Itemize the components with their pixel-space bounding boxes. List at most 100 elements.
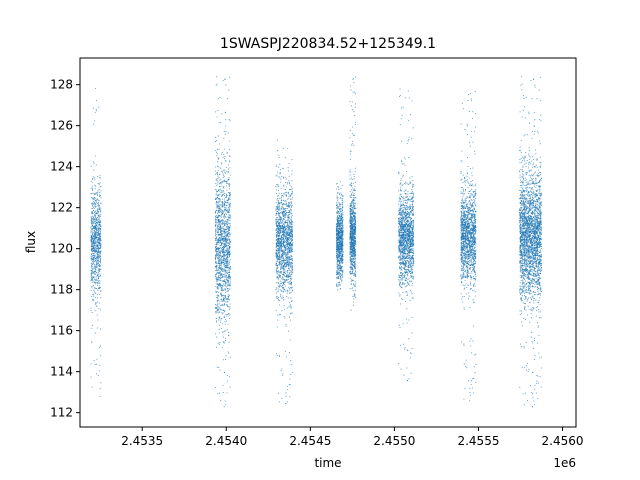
data-point xyxy=(94,250,96,252)
data-point xyxy=(228,207,230,209)
data-point xyxy=(93,236,95,238)
data-point xyxy=(217,272,219,274)
data-point xyxy=(278,241,281,243)
data-point xyxy=(96,252,98,254)
data-point xyxy=(335,227,337,229)
data-point xyxy=(220,264,223,266)
data-point xyxy=(339,238,341,240)
data-point xyxy=(218,215,221,217)
data-point xyxy=(275,254,278,256)
data-point xyxy=(229,303,231,305)
data-point xyxy=(340,216,342,218)
data-point xyxy=(219,183,221,185)
data-point xyxy=(282,249,284,251)
data-point xyxy=(91,258,94,260)
data-point xyxy=(278,198,280,200)
data-point xyxy=(287,212,289,214)
data-point xyxy=(228,204,230,206)
data-point xyxy=(228,271,230,273)
data-point xyxy=(289,396,291,398)
data-point xyxy=(289,339,291,341)
data-point xyxy=(336,271,338,273)
data-point xyxy=(217,165,219,167)
data-point xyxy=(225,271,227,274)
data-point xyxy=(336,258,338,260)
data-point xyxy=(99,282,101,284)
data-point xyxy=(229,258,231,260)
data-point xyxy=(290,202,292,204)
data-point xyxy=(216,76,218,78)
data-point xyxy=(91,250,93,252)
data-point xyxy=(227,224,229,226)
data-point xyxy=(339,204,341,206)
data-point xyxy=(335,255,338,257)
data-point xyxy=(227,270,229,272)
data-point xyxy=(289,229,291,231)
data-point xyxy=(291,246,293,248)
data-point xyxy=(276,250,278,252)
data-point xyxy=(279,271,282,273)
data-point xyxy=(342,220,344,222)
data-point xyxy=(335,235,337,237)
data-point xyxy=(286,262,288,264)
data-point xyxy=(283,299,285,301)
data-point xyxy=(284,157,286,159)
data-point xyxy=(282,250,284,252)
data-point xyxy=(225,286,227,288)
data-point xyxy=(287,181,289,184)
data-point xyxy=(224,212,226,214)
data-point xyxy=(287,297,289,299)
data-point xyxy=(215,270,217,272)
data-point xyxy=(218,276,220,278)
data-point xyxy=(218,288,220,290)
data-point xyxy=(223,297,225,299)
data-point xyxy=(91,295,93,297)
data-point xyxy=(338,253,340,255)
data-point xyxy=(277,259,279,261)
data-point xyxy=(222,171,224,173)
data-point xyxy=(96,265,98,267)
data-point xyxy=(218,308,220,310)
data-point xyxy=(279,283,281,285)
data-point xyxy=(351,193,353,195)
data-point xyxy=(222,210,224,212)
data-point xyxy=(287,274,289,276)
data-point xyxy=(286,229,288,231)
data-point xyxy=(286,247,288,250)
data-point xyxy=(284,289,286,291)
data-point xyxy=(100,259,102,261)
data-point xyxy=(275,292,278,294)
data-point xyxy=(216,237,218,239)
data-point xyxy=(288,265,290,267)
data-point xyxy=(98,279,100,281)
data-point xyxy=(219,275,221,277)
data-point xyxy=(229,196,231,198)
data-point xyxy=(92,187,94,189)
data-point xyxy=(216,180,218,182)
data-point xyxy=(229,267,231,269)
data-point xyxy=(216,320,218,322)
data-point xyxy=(278,154,280,156)
data-point xyxy=(95,277,97,279)
data-point xyxy=(97,229,99,231)
data-point xyxy=(224,198,226,200)
data-point xyxy=(279,163,281,165)
data-point xyxy=(337,285,339,287)
data-point xyxy=(278,185,280,187)
data-point xyxy=(90,232,92,234)
data-point xyxy=(289,256,291,258)
data-point xyxy=(223,192,225,194)
data-point xyxy=(284,224,286,226)
data-point xyxy=(217,197,219,199)
data-point xyxy=(290,273,292,275)
data-point xyxy=(223,229,225,231)
data-point xyxy=(284,262,286,264)
data-point xyxy=(290,270,292,272)
data-point xyxy=(277,265,279,267)
data-point xyxy=(229,76,231,78)
data-point xyxy=(280,269,282,271)
data-point xyxy=(277,229,279,231)
data-point xyxy=(227,210,229,212)
data-point xyxy=(285,214,287,216)
data-point xyxy=(217,259,219,261)
